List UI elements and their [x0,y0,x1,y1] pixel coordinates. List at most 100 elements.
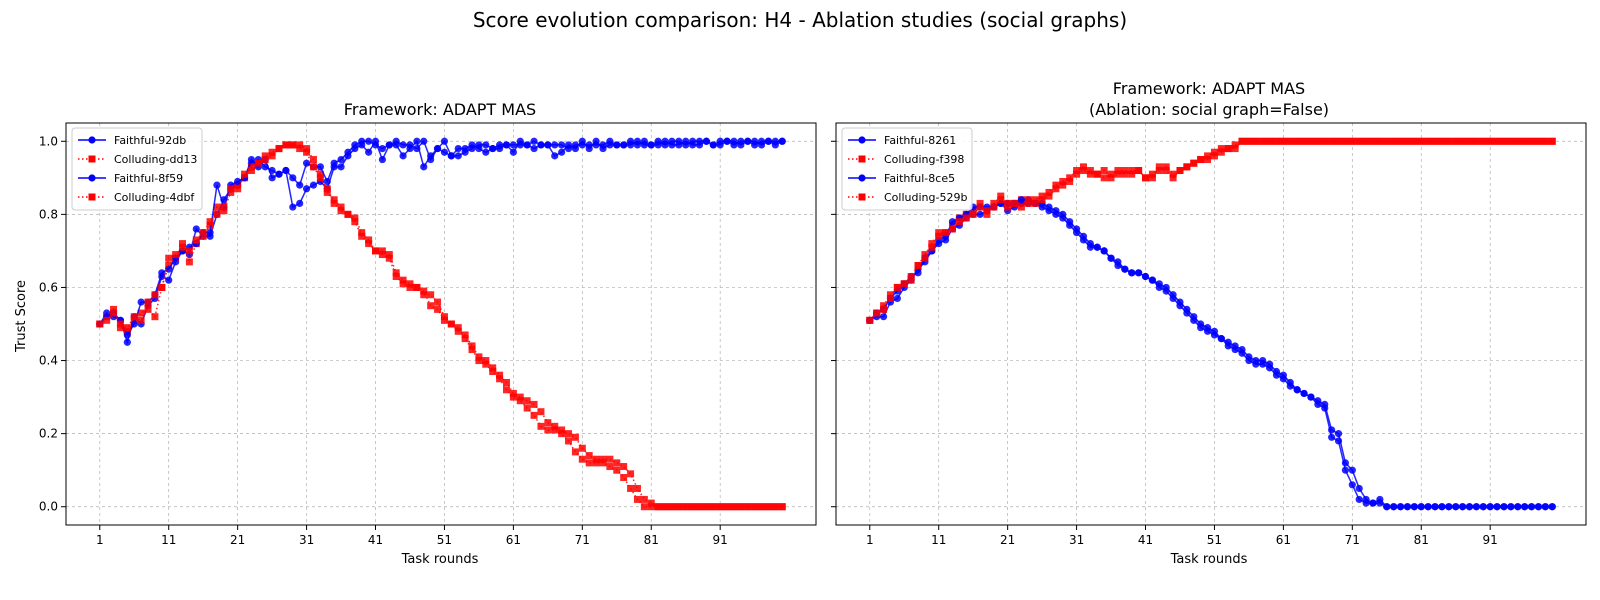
legend-marker [858,155,866,163]
data-point [1066,177,1074,185]
data-point [447,320,455,328]
data-point [969,210,977,218]
data-point [1066,174,1074,182]
data-point [130,313,138,321]
data-point [1231,145,1239,153]
data-point [1252,137,1260,145]
data-point [468,342,476,350]
data-point [921,251,929,259]
data-point [1362,137,1370,145]
data-point [1190,159,1198,167]
data-point [268,174,276,182]
data-point [1500,503,1508,511]
data-point [633,141,642,149]
data-point [1142,174,1150,182]
data-point [613,466,621,474]
data-point [764,137,773,145]
data-point [1038,192,1046,200]
x-tick-label: 31 [299,533,314,547]
data-point [1031,199,1039,207]
data-point [427,155,435,164]
data-point [771,141,779,149]
data-point [1024,199,1032,207]
data-point [1203,327,1212,335]
data-point [116,320,124,328]
data-point [1369,137,1377,145]
data-point [282,141,290,149]
data-point [482,360,490,368]
data-point [976,199,984,207]
data-point [199,232,207,240]
data-point [886,291,894,299]
data-point [1410,503,1418,511]
data-point [1045,188,1053,196]
data-point [475,144,483,153]
data-point [942,229,950,237]
data-point [461,144,469,153]
legend-marker [88,136,96,144]
data-point [1376,499,1384,507]
data-point [502,141,511,149]
data-point [220,203,228,211]
data-point [1348,466,1356,474]
data-point [392,269,400,277]
data-point [1169,170,1177,178]
data-point [1079,167,1087,175]
data-point [620,463,628,471]
data-point [378,155,387,164]
right-panel-plot: 1 11 21 31 41 51 61 71 81 91Faithful-8261Colludin… [831,122,1587,547]
data-point [578,141,586,149]
data-point [392,137,400,145]
data-point [1348,481,1356,489]
data-point [1500,137,1508,145]
data-point [758,503,766,511]
data-point [1183,309,1191,317]
data-point [1286,382,1294,390]
data-point [509,141,517,149]
data-point [496,371,504,379]
data-point [1383,503,1391,511]
data-point [1100,167,1108,175]
data-point [627,470,635,478]
data-point [1004,203,1012,211]
data-point [1238,349,1246,357]
data-point [502,386,510,394]
data-point [544,426,552,434]
data-point [461,335,469,343]
data-point [976,210,984,218]
data-point [509,389,517,397]
data-point [1403,137,1411,145]
data-point [337,163,345,171]
data-point [1534,503,1543,511]
data-point [406,280,414,288]
data-point [1073,167,1081,175]
data-point [399,152,407,160]
data-point [558,426,566,434]
data-point [1403,503,1412,511]
data-point [440,148,449,156]
data-point [696,503,704,511]
data-point [303,148,311,156]
data-point [178,240,186,248]
data-point [1438,503,1446,511]
data-point [997,192,1005,200]
data-point [516,141,524,149]
data-point [1093,243,1101,251]
data-point [744,503,752,511]
series-line [869,199,1553,508]
data-point [358,229,366,237]
legend-marker [858,174,866,182]
data-point [434,305,442,313]
data-point [316,174,324,182]
data-point [296,145,304,153]
legend-label: Colluding-529b [884,191,967,204]
data-point [1334,437,1343,445]
data-point [530,400,538,408]
data-point [330,159,338,167]
data-point [907,272,915,280]
data-point [737,503,745,511]
data-point [1011,199,1019,207]
data-point [585,459,593,467]
data-point [689,503,697,511]
data-point [165,276,173,284]
